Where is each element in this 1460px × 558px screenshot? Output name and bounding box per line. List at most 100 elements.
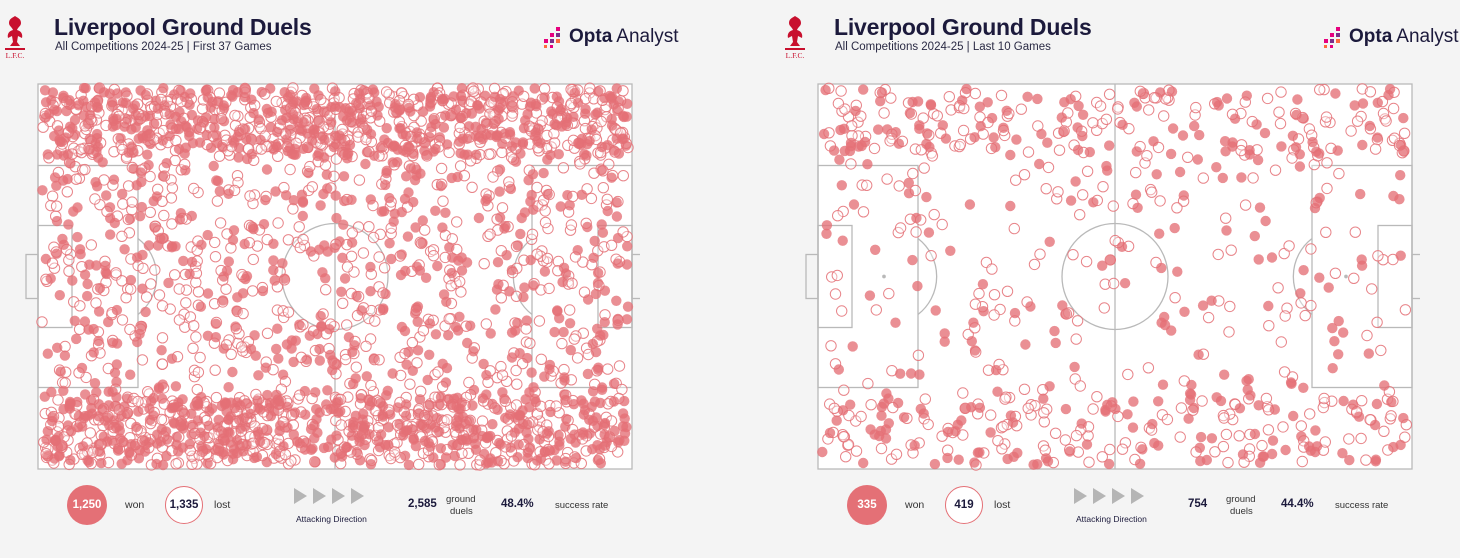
duel-lost-marker <box>495 292 507 304</box>
duel-won-marker <box>1356 254 1367 265</box>
duel-lost-marker <box>244 190 256 202</box>
duel-lost-marker <box>1077 189 1089 201</box>
duel-lost-marker <box>605 239 618 252</box>
duel-lost-marker <box>36 316 48 328</box>
duel-won-marker <box>359 439 370 451</box>
duel-won-marker <box>612 258 623 269</box>
duel-won-marker <box>834 154 845 165</box>
duel-won-marker <box>890 127 901 138</box>
duel-won-marker <box>580 108 591 119</box>
duel-won-marker <box>1280 444 1291 456</box>
duel-won-marker <box>599 317 610 328</box>
duel-won-marker <box>1005 200 1016 212</box>
duel-lost-marker <box>144 170 156 183</box>
duel-won-marker <box>375 429 387 440</box>
duel-won-marker <box>108 415 120 426</box>
duel-lost-marker <box>1142 362 1155 374</box>
duel-lost-marker <box>510 364 522 377</box>
duel-won-marker <box>1201 454 1212 466</box>
duel-won-marker <box>1309 202 1321 214</box>
duel-won-marker <box>522 452 533 464</box>
duel-won-marker <box>358 85 370 96</box>
duel-won-marker <box>339 273 351 284</box>
duel-won-marker <box>314 343 325 355</box>
duel-lost-marker <box>1274 117 1287 130</box>
duel-won-marker <box>49 130 60 142</box>
duel-won-marker <box>462 337 473 349</box>
duel-lost-marker <box>145 278 157 290</box>
duel-lost-marker <box>374 228 386 241</box>
duel-won-marker <box>1333 349 1344 360</box>
duel-lost-marker <box>1314 84 1326 96</box>
duel-lost-marker <box>1304 408 1316 420</box>
duel-won-marker <box>1084 146 1095 158</box>
duel-won-marker <box>314 244 325 255</box>
duel-won-marker <box>1298 382 1309 393</box>
duel-won-marker <box>1307 136 1318 148</box>
duel-won-marker <box>46 95 57 106</box>
duel-won-marker <box>72 231 83 243</box>
duel-won-marker <box>260 362 271 373</box>
duel-won-marker <box>988 132 999 143</box>
duel-won-marker <box>338 111 349 122</box>
duel-won-marker <box>49 453 60 464</box>
duel-won-marker <box>360 158 371 170</box>
duel-won-marker <box>252 395 263 406</box>
duel-won-marker <box>134 328 145 340</box>
duel-lost-marker <box>132 395 144 408</box>
duel-won-marker <box>284 124 295 135</box>
duel-won-marker <box>481 389 492 400</box>
duel-won-marker <box>1131 101 1142 112</box>
lost-count-badge: 1,335 <box>165 486 203 524</box>
duel-won-marker <box>289 407 301 418</box>
duel-won-marker <box>1252 154 1264 166</box>
duel-won-marker <box>186 210 197 222</box>
duel-won-marker <box>848 199 860 210</box>
penalty-spot-right <box>1344 274 1348 279</box>
duel-lost-marker <box>1034 248 1046 260</box>
duel-lost-marker <box>919 393 932 405</box>
duel-won-marker <box>821 228 832 239</box>
duel-won-marker <box>330 130 341 141</box>
duel-won-marker <box>227 454 239 465</box>
duel-won-marker <box>446 110 457 122</box>
duel-lost-marker <box>496 369 509 381</box>
duel-won-marker <box>1314 192 1325 204</box>
duel-lost-marker <box>1279 310 1291 322</box>
duel-won-marker <box>434 426 445 437</box>
duel-lost-marker <box>613 360 626 372</box>
duel-won-marker <box>560 268 572 279</box>
duel-won-marker <box>54 290 65 301</box>
duel-won-marker <box>158 83 169 94</box>
duel-won-marker <box>361 146 373 158</box>
duel-lost-marker <box>1321 157 1333 169</box>
duel-won-marker <box>589 396 601 407</box>
duel-won-marker <box>268 264 279 276</box>
duel-won-marker <box>606 172 617 183</box>
goal-left <box>805 253 819 300</box>
duel-won-marker <box>1107 397 1118 408</box>
duel-won-marker <box>148 118 160 129</box>
duel-won-marker <box>166 353 178 364</box>
duel-lost-marker <box>455 286 467 298</box>
duel-won-marker <box>282 145 293 157</box>
duel-won-marker <box>197 445 209 456</box>
duel-won-marker <box>1116 241 1128 252</box>
duel-won-marker <box>1159 311 1170 323</box>
brand-analyst: Analyst <box>1396 26 1459 47</box>
duel-won-marker <box>348 416 359 428</box>
duel-won-marker <box>443 330 454 341</box>
duel-won-marker <box>351 446 363 458</box>
duel-won-marker <box>1153 396 1164 407</box>
duel-won-marker <box>862 159 873 170</box>
duel-won-marker <box>42 426 53 437</box>
duel-lost-marker <box>37 121 49 133</box>
duel-won-marker <box>456 252 467 263</box>
duel-won-marker <box>440 377 452 388</box>
duel-won-marker <box>1303 441 1315 452</box>
duel-won-marker <box>277 369 289 380</box>
duel-lost-marker <box>1119 437 1132 449</box>
duel-won-marker <box>412 133 423 144</box>
duel-won-marker <box>969 132 980 143</box>
duel-lost-marker <box>852 116 864 128</box>
